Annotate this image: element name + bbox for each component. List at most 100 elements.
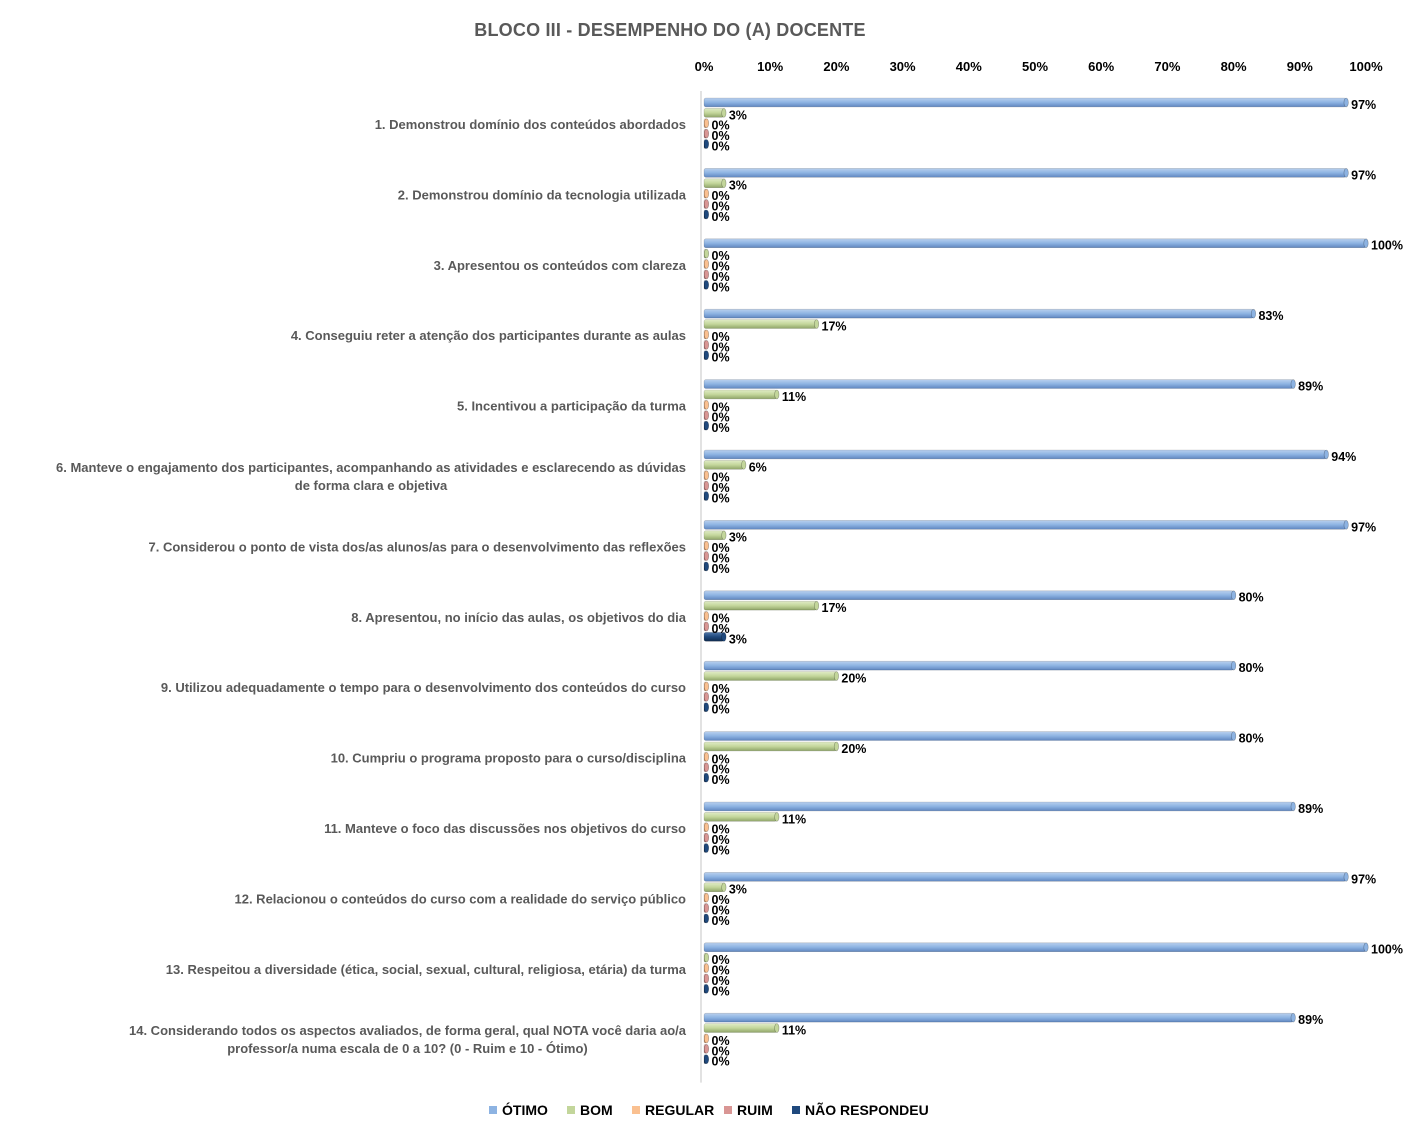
bar-end-cap	[703, 139, 709, 149]
bar-end-cap	[814, 319, 820, 329]
bar-end-cap	[721, 530, 727, 540]
legend-label: RUIM	[737, 1102, 773, 1118]
bar-end-cap	[1231, 590, 1237, 600]
data-label: 0%	[712, 400, 730, 414]
bar-end-cap	[703, 611, 709, 621]
data-label: 80%	[1239, 661, 1264, 675]
category-label: 14. Considerando todos os aspectos avali…	[129, 1023, 687, 1056]
bar--timo	[703, 590, 1234, 600]
bar-end-cap	[1343, 872, 1349, 882]
bar-end-cap	[721, 882, 727, 892]
bar--timo	[703, 379, 1294, 389]
data-label: 97%	[1351, 168, 1376, 182]
bar-end-cap	[703, 188, 709, 199]
bar-end-cap	[703, 269, 709, 280]
bar-end-cap	[1231, 731, 1237, 741]
bar-end-cap	[703, 903, 709, 913]
bar-end-cap	[703, 681, 709, 692]
bar--timo	[703, 942, 1367, 952]
bar-end-cap	[703, 199, 709, 209]
data-label: 0%	[712, 552, 730, 566]
bar-end-cap	[703, 832, 709, 843]
bar-end-cap	[1343, 520, 1349, 530]
x-tick-label: 100%	[1349, 59, 1383, 74]
bar-end-cap	[1231, 660, 1237, 671]
bar-end-cap	[703, 128, 709, 139]
bar-end-cap	[703, 822, 709, 832]
data-label: 0%	[712, 914, 730, 928]
data-label: 11%	[782, 812, 806, 826]
data-label: 6%	[749, 460, 767, 474]
bar--timo	[703, 449, 1327, 460]
category-label: 5. Incentivou a participação da turma	[457, 399, 687, 414]
x-tick-label: 60%	[1088, 59, 1114, 74]
legend-swatch	[567, 1106, 575, 1114]
data-label: 97%	[1351, 872, 1376, 886]
bar-end-cap	[814, 600, 820, 611]
data-label: 97%	[1351, 520, 1376, 534]
bar-bom	[703, 671, 837, 681]
data-label: 0%	[712, 330, 730, 344]
data-label: 0%	[712, 421, 730, 435]
data-label: 0%	[712, 280, 730, 294]
bar-end-cap	[703, 551, 709, 561]
bar-bom	[703, 178, 725, 189]
legend-swatch	[489, 1106, 497, 1114]
bar-end-cap	[703, 772, 709, 783]
data-label: 0%	[712, 984, 730, 998]
chart-title: BLOCO III - DESEMPENHO DO (A) DOCENTE	[474, 20, 866, 40]
category-label: 1. Demonstrou domínio dos conteúdos abor…	[375, 117, 686, 132]
data-label: 0%	[712, 270, 730, 284]
bar-end-cap	[741, 460, 747, 470]
bar-end-cap	[703, 1044, 709, 1054]
bar-end-cap	[721, 108, 727, 118]
data-label: 11%	[782, 1024, 806, 1038]
data-label: 89%	[1298, 802, 1323, 816]
bar-end-cap	[703, 480, 709, 491]
bar-end-cap	[774, 812, 780, 822]
bar-end-cap	[703, 540, 709, 551]
data-label: 0%	[712, 773, 730, 787]
data-label: 89%	[1298, 1013, 1323, 1027]
bar-end-cap	[703, 420, 709, 431]
data-label: 0%	[712, 541, 730, 555]
bar-end-cap	[703, 209, 709, 220]
data-label: 0%	[712, 189, 730, 203]
data-label: 94%	[1331, 450, 1356, 464]
category-label: 3. Apresentou os conteúdos com clareza	[434, 258, 687, 273]
data-label: 83%	[1258, 309, 1283, 323]
legend-swatch	[792, 1106, 800, 1114]
data-label: 0%	[712, 844, 730, 858]
bar-end-cap	[1290, 1012, 1296, 1023]
bar-end-cap	[703, 340, 709, 350]
category-label: 4. Conseguiu reter a atenção dos partici…	[291, 328, 686, 343]
bar-bom	[703, 741, 837, 752]
bar-end-cap	[703, 280, 709, 290]
data-label: 0%	[712, 622, 730, 636]
category-label: 13. Respeitou a diversidade (ética, soci…	[166, 962, 687, 977]
bar-end-cap	[1363, 238, 1369, 249]
data-label: 0%	[712, 964, 730, 978]
category-label: 8. Apresentou, no início das aulas, os o…	[351, 610, 686, 625]
data-label: 0%	[712, 260, 730, 274]
bar-end-cap	[703, 963, 709, 973]
bar-bom	[703, 319, 817, 329]
category-label: 10. Cumpriu o programa proposto para o c…	[331, 751, 687, 766]
data-label: 0%	[712, 140, 730, 154]
bar-end-cap	[703, 470, 709, 480]
bar-end-cap	[703, 973, 709, 984]
bar-bom	[703, 812, 778, 822]
bar-bom	[703, 460, 745, 470]
bar-end-cap	[703, 491, 709, 501]
x-tick-label: 10%	[757, 59, 783, 74]
data-label: 3%	[729, 108, 747, 122]
bar-end-cap	[703, 913, 709, 924]
bar-end-cap	[703, 410, 709, 420]
data-label: 0%	[712, 682, 730, 696]
bar-end-cap	[703, 248, 709, 259]
bar-end-cap	[703, 692, 709, 702]
bar-end-cap	[774, 1023, 780, 1033]
bars	[703, 97, 1369, 1065]
data-label: 0%	[712, 351, 730, 365]
bar-end-cap	[1343, 168, 1349, 178]
